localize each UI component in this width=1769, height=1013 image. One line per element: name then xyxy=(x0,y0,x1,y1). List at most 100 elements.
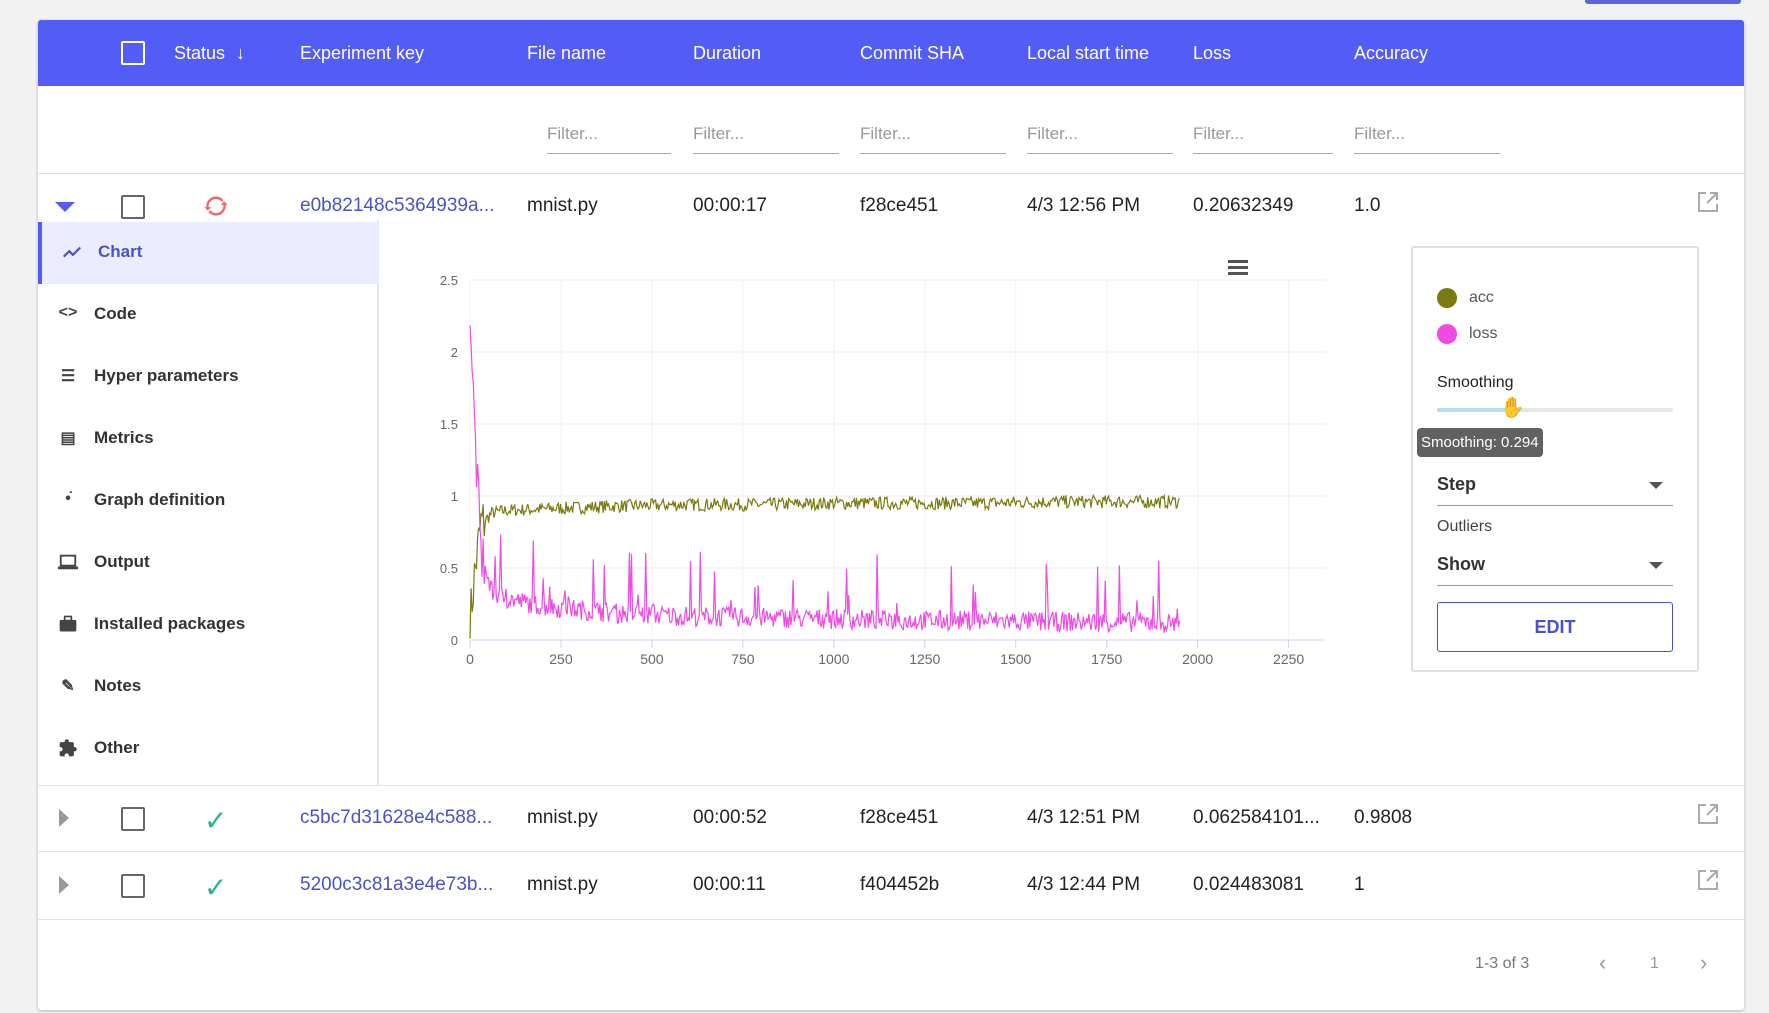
filter-input-local-start-time[interactable]: Filter... xyxy=(1027,119,1173,154)
commit-sha-cell: f404452b xyxy=(860,874,940,895)
code-icon: <> xyxy=(58,304,78,321)
experiment-key-link[interactable]: c5bc7d31628e4c588... xyxy=(300,807,493,828)
chart-controls-panel: acc loss Smoothing ✋ Smoothing: 0.294 St… xyxy=(1411,246,1699,672)
table-row[interactable]: ✓ 5200c3c81a3e4e73b... mnist.py 00:00:11… xyxy=(38,852,1744,920)
column-header-commit-sha[interactable]: Commit SHA xyxy=(860,43,965,63)
x-tick-label: 1750 xyxy=(1091,651,1122,667)
list-icon: ☰ xyxy=(60,368,76,385)
experiment-key-link[interactable]: 5200c3c81a3e4e73b... xyxy=(300,874,494,895)
edit-button[interactable]: EDIT xyxy=(1437,602,1673,652)
series-line-acc xyxy=(469,493,1181,639)
sidebar-item-metrics[interactable]: ▤ Metrics xyxy=(38,408,379,470)
pagination-range: 1-3 of 3 xyxy=(1475,955,1530,972)
start-time-cell: 4/3 12:51 PM xyxy=(1027,807,1141,828)
menu-bar xyxy=(1228,272,1248,275)
loss-cell: 0.062584101... xyxy=(1193,807,1320,828)
legend-item-acc[interactable]: acc xyxy=(1437,288,1494,308)
previous-page-icon[interactable]: ‹ xyxy=(1599,950,1607,975)
smoothing-slider[interactable]: ✋ xyxy=(1437,397,1673,419)
x-tick-label: 1000 xyxy=(818,651,849,667)
column-header-accuracy[interactable]: Accuracy xyxy=(1354,43,1429,63)
filter-row: Filter... Filter... Filter... Filter... … xyxy=(38,86,1744,174)
commit-sha-cell: f28ce451 xyxy=(860,195,939,216)
start-time-cell: 4/3 12:44 PM xyxy=(1027,874,1141,895)
y-tick-label: 1 xyxy=(451,489,458,504)
legend-item-loss[interactable]: loss xyxy=(1437,324,1497,344)
filter-input-commit-sha[interactable]: Filter... xyxy=(860,119,1006,154)
accuracy-cell: 0.9808 xyxy=(1354,807,1413,828)
file-name-cell: mnist.py xyxy=(527,195,598,216)
success-check-icon: ✓ xyxy=(204,805,228,836)
laptop-icon xyxy=(56,552,80,574)
column-header-local-start-time[interactable]: Local start time xyxy=(1027,43,1150,63)
open-external-icon[interactable] xyxy=(1696,190,1718,212)
table-row[interactable]: ✓ c5bc7d31628e4c588... mnist.py 00:00:52… xyxy=(38,786,1744,852)
filter-input-accuracy[interactable]: Filter... xyxy=(1354,119,1500,154)
row-checkbox[interactable] xyxy=(121,195,145,219)
table-icon: ▤ xyxy=(60,430,76,447)
next-page-icon[interactable]: › xyxy=(1700,950,1708,975)
sidebar-item-graph-definition[interactable]: •̇ Graph definition xyxy=(38,470,379,532)
sidebar-item-other[interactable]: Other xyxy=(38,718,379,780)
x-tick-label: 2000 xyxy=(1182,651,1213,667)
top-tab-stub xyxy=(1585,0,1741,4)
y-tick-label: 0 xyxy=(451,633,458,648)
chart-line-icon xyxy=(60,242,84,264)
menu-bar xyxy=(1228,266,1248,269)
column-header-loss[interactable]: Loss xyxy=(1193,43,1232,63)
table-header: Status ↓ Experiment key File name Durati… xyxy=(38,20,1744,86)
duration-cell: 00:00:17 xyxy=(693,195,767,216)
open-external-icon[interactable] xyxy=(1696,868,1718,890)
y-tick-label: 2.5 xyxy=(440,273,458,288)
smoothing-slider-fill xyxy=(1437,408,1507,412)
outliers-select[interactable]: Show xyxy=(1437,546,1673,586)
experiments-table-card: Status ↓ Experiment key File name Durati… xyxy=(38,20,1744,1010)
column-header-file-name[interactable]: File name xyxy=(527,43,607,63)
y-tick-label: 2 xyxy=(451,345,458,360)
legend-dot-loss xyxy=(1437,324,1457,344)
chart-menu-icon xyxy=(1228,260,1248,275)
column-header-duration[interactable]: Duration xyxy=(693,43,762,63)
column-header-experiment-key[interactable]: Experiment key xyxy=(300,43,425,63)
briefcase-icon xyxy=(56,614,80,636)
collapse-caret-icon[interactable] xyxy=(55,202,75,212)
sidebar-item-chart[interactable]: Chart xyxy=(38,222,379,284)
table-row[interactable]: e0b82148c5364939a... mnist.py 00:00:17 f… xyxy=(38,174,1744,240)
series-line-loss xyxy=(469,325,1181,634)
sidebar-item-installed-packages[interactable]: Installed packages xyxy=(38,594,379,656)
select-all-checkbox[interactable] xyxy=(121,41,145,65)
pencil-icon: ✎ xyxy=(61,678,75,695)
sidebar-item-hyper-parameters[interactable]: ☰ Hyper parameters xyxy=(38,346,379,408)
hand-cursor-icon[interactable]: ✋ xyxy=(1500,397,1526,419)
sidebar-item-notes[interactable]: ✎ Notes xyxy=(38,656,379,718)
filter-input-duration[interactable]: Filter... xyxy=(693,119,839,154)
loss-cell: 0.20632349 xyxy=(1193,195,1294,216)
column-header-status[interactable]: Status ↓ xyxy=(174,43,246,63)
sidebar-item-code[interactable]: <> Code xyxy=(38,284,379,346)
file-name-cell: mnist.py xyxy=(527,807,598,828)
y-tick-label: 1.5 xyxy=(440,417,458,432)
x-tick-label: 1500 xyxy=(1000,651,1031,667)
experiment-detail-panel: Chart <> Code ☰ Hyper parameters ▤ Metri… xyxy=(38,220,1744,786)
accuracy-cell: 1 xyxy=(1354,874,1365,895)
expand-caret-icon[interactable] xyxy=(59,876,69,894)
detail-sidebar: Chart <> Code ☰ Hyper parameters ▤ Metri… xyxy=(38,220,379,786)
filter-input-file-name[interactable]: Filter... xyxy=(547,119,671,154)
start-time-cell: 4/3 12:56 PM xyxy=(1027,195,1141,216)
legend-dot-acc xyxy=(1437,288,1457,308)
current-page[interactable]: 1 xyxy=(1650,955,1659,972)
filter-input-loss[interactable]: Filter... xyxy=(1193,119,1333,154)
x-axis-select[interactable]: Step xyxy=(1437,466,1673,506)
file-name-cell: mnist.py xyxy=(527,874,598,895)
open-external-icon[interactable] xyxy=(1696,802,1718,824)
sidebar-item-output[interactable]: Output xyxy=(38,532,379,594)
puzzle-icon xyxy=(56,738,80,760)
experiment-key-link[interactable]: e0b82148c5364939a... xyxy=(300,195,495,216)
expand-caret-icon[interactable] xyxy=(59,809,69,827)
graph-icon: •̇ xyxy=(65,490,71,507)
duration-cell: 00:00:52 xyxy=(693,807,767,828)
sort-arrow-down-icon: ↓ xyxy=(236,43,246,63)
smoothing-label: Smoothing xyxy=(1437,374,1514,391)
row-checkbox[interactable] xyxy=(121,874,145,898)
row-checkbox[interactable] xyxy=(121,807,145,831)
